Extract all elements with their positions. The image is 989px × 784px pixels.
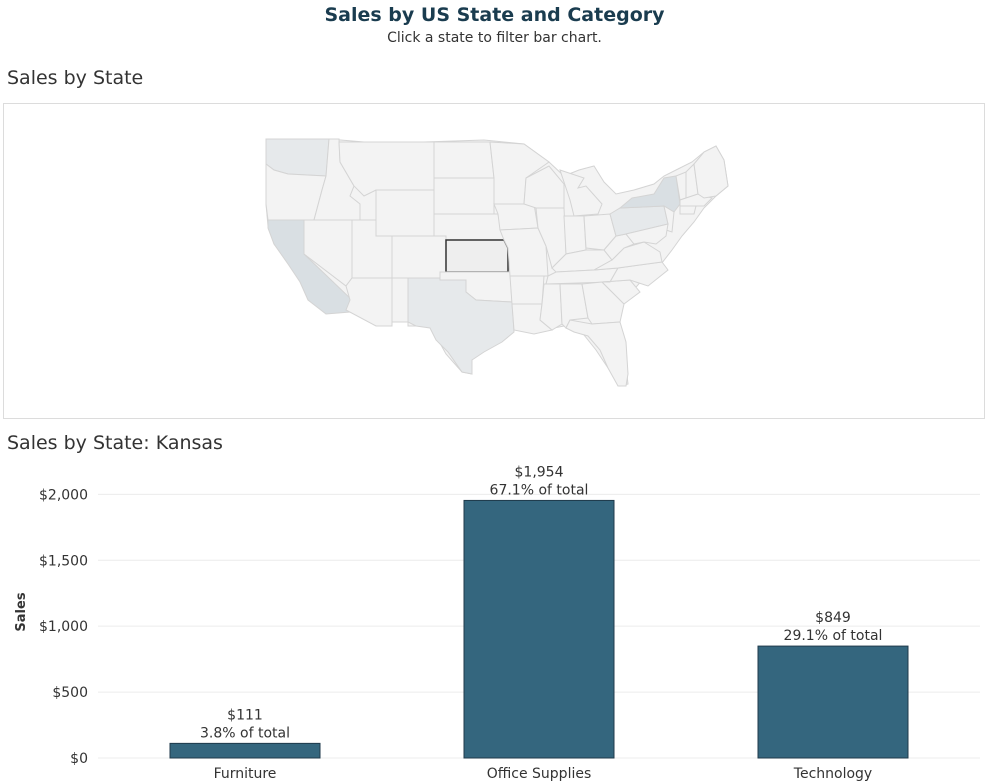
state-connecticut[interactable] [679, 205, 697, 215]
map-section-title: Sales by State [7, 67, 144, 89]
state-south-dakota[interactable] [433, 177, 495, 215]
x-category-label: Furniture [214, 766, 277, 782]
bar-value-label: $111 [227, 707, 263, 723]
x-category-label: Technology [793, 766, 872, 782]
bar-value-label: $849 [815, 610, 851, 626]
bar-chart-svg: $0 $500 $1,000 $1,500 $2,000 $111 3.8% of tota… [14, 464, 980, 782]
state-kansas[interactable] [445, 239, 509, 273]
dashboard-subtitle: Click a state to filter bar chart. [387, 30, 602, 46]
y-tick-label: $1,000 [39, 619, 88, 635]
state-iowa[interactable] [493, 203, 539, 231]
dashboard-title: Sales by US State and Category [324, 4, 665, 26]
y-tick-label: $500 [52, 685, 88, 701]
y-axis-title: Sales [14, 592, 29, 631]
bar-value-label: $1,954 [515, 464, 564, 480]
state-michigan[interactable] [559, 169, 603, 217]
state-north-dakota[interactable] [433, 141, 495, 179]
us-map-svg[interactable] [4, 104, 984, 418]
state-mississippi[interactable] [539, 283, 563, 331]
bar-percent-label: 29.1% of total [784, 628, 883, 644]
state-maine[interactable] [693, 145, 729, 199]
x-category-label: Office Supplies [487, 766, 592, 782]
bar-chart: $0 $500 $1,000 $1,500 $2,000 $111 3.8% of tota… [0, 458, 989, 784]
y-tick-label: $2,000 [39, 487, 88, 503]
bar-section-title: Sales by State: Kansas [7, 432, 223, 454]
state-nebraska[interactable] [433, 213, 505, 241]
state-indiana[interactable] [563, 215, 587, 255]
bar[interactable] [757, 645, 909, 759]
state-arizona[interactable] [345, 277, 393, 327]
bar-percent-label: 3.8% of total [200, 725, 290, 741]
us-state-map[interactable] [3, 103, 985, 419]
state-new-jersey[interactable] [663, 204, 675, 233]
bar-percent-label: 67.1% of total [490, 482, 589, 498]
state-colorado[interactable] [391, 235, 447, 279]
state-maryland[interactable] [625, 223, 669, 245]
bar[interactable] [463, 499, 615, 759]
y-tick-label: $1,500 [39, 553, 88, 569]
bar[interactable] [169, 742, 321, 759]
state-florida[interactable] [565, 319, 629, 387]
state-wyoming[interactable] [375, 189, 435, 237]
y-tick-label: $0 [70, 751, 88, 767]
state-arkansas[interactable] [509, 275, 545, 305]
